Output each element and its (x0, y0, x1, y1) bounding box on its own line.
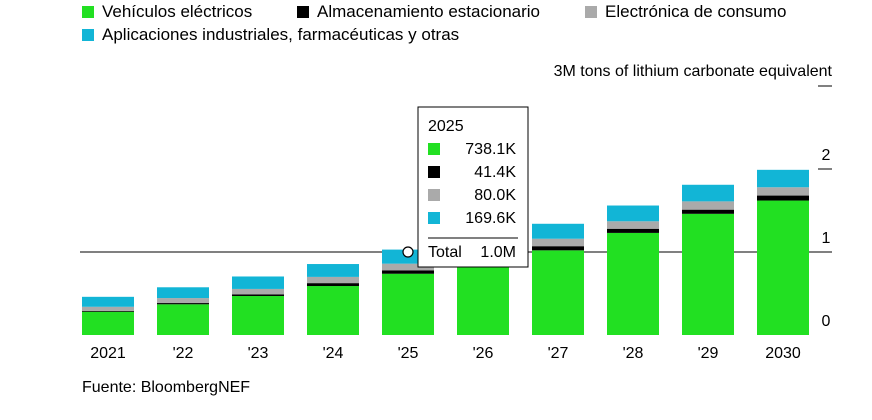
y-tick-label: 2 (822, 147, 831, 164)
x-axis-tick-labels: 2021 '22 '23 '24 '25 '26 '27 '28 '29 2030 (90, 345, 801, 362)
bar-segment-2 (607, 228, 659, 233)
bar-segment-3 (607, 221, 659, 229)
bar-segment-3 (82, 306, 134, 311)
tooltip-box (417, 106, 529, 268)
bar-segment-1 (532, 250, 584, 335)
legend-label: Electrónica de consumo (605, 2, 786, 21)
bar-segment-2 (532, 246, 584, 251)
x-tick-label: '25 (398, 345, 419, 362)
y-tick-label: 0 (822, 313, 831, 330)
tooltip-value: 738.1K (465, 141, 516, 158)
bar-segment-3 (532, 238, 584, 247)
bars (82, 169, 809, 335)
tooltip-total-value: 1.0M (480, 244, 516, 261)
bar-segment-1 (607, 232, 659, 335)
bar-segment-3 (232, 288, 284, 295)
legend-swatch (297, 6, 309, 18)
x-tick-label: 2030 (765, 345, 801, 362)
bar-segment-1 (82, 311, 134, 335)
bar-stack (532, 223, 584, 335)
tooltip-swatch (428, 166, 440, 178)
bar-segment-1 (307, 286, 359, 335)
x-tick-label: '23 (248, 345, 269, 362)
bar-segment-4 (682, 184, 734, 202)
bar-segment-4 (757, 169, 809, 188)
bar-segment-2 (382, 270, 434, 274)
hover-marker (402, 246, 414, 258)
x-tick-label: 2021 (90, 345, 126, 362)
y-axis-unit-label: 3M tons of lithium carbonate equivalent (554, 63, 833, 80)
bar-stack (232, 276, 284, 335)
bar-segment-2 (232, 294, 284, 296)
bar-stack (157, 287, 209, 335)
tooltip-year: 2025 (428, 118, 464, 135)
bar-segment-1 (232, 295, 284, 335)
legend-swatch (82, 6, 94, 18)
legend-swatch (82, 29, 94, 41)
bar-segment-4 (82, 296, 134, 307)
x-tick-label: '27 (548, 345, 569, 362)
bar-segment-1 (682, 213, 734, 335)
tooltip-total-label: Total (428, 244, 462, 261)
x-tick-label: '29 (698, 345, 719, 362)
bar-stack (82, 296, 134, 335)
legend: Vehículos eléctricos Almacenamiento estac… (82, 2, 786, 44)
source-note: Fuente: BloombergNEF (82, 379, 250, 396)
bar-segment-1 (457, 261, 509, 335)
bar-segment-2 (757, 195, 809, 201)
bar-stack (682, 184, 734, 335)
bar-stack (307, 264, 359, 335)
tooltip-value: 80.0K (474, 187, 516, 204)
bar-segment-2 (157, 303, 209, 305)
bar-stack (607, 205, 659, 335)
x-tick-label: '22 (173, 345, 194, 362)
legend-label: Aplicaciones industriales, farmacéuticas… (102, 25, 459, 44)
bar-segment-2 (82, 310, 134, 312)
x-tick-label: '28 (623, 345, 644, 362)
bar-segment-4 (157, 287, 209, 299)
bar-segment-4 (232, 276, 284, 289)
tooltip-swatch (428, 212, 440, 224)
bar-segment-4 (307, 264, 359, 277)
bar-segment-2 (307, 283, 359, 287)
tooltip-value: 169.6K (465, 210, 516, 227)
legend-label: Vehículos eléctricos (102, 2, 252, 21)
bar-segment-3 (307, 276, 359, 284)
bar-segment-1 (382, 273, 434, 335)
bar-segment-4 (532, 223, 584, 239)
bar-segment-3 (382, 263, 434, 271)
x-tick-label: '26 (473, 345, 494, 362)
y-tick-label: 1 (822, 230, 831, 247)
bar-segment-3 (682, 201, 734, 210)
tooltip-swatch (428, 189, 440, 201)
bar-segment-3 (157, 298, 209, 304)
x-tick-label: '24 (323, 345, 344, 362)
tooltip-value: 41.4K (474, 164, 516, 181)
tooltip-swatch (428, 143, 440, 155)
legend-label: Almacenamiento estacionario (317, 2, 540, 21)
bar-segment-2 (682, 209, 734, 214)
y-axis: 0 1 2 (818, 85, 832, 330)
bar-segment-1 (157, 304, 209, 335)
bar-segment-3 (757, 187, 809, 196)
bar-stack (757, 169, 809, 335)
legend-swatch (585, 6, 597, 18)
bar-segment-4 (607, 205, 659, 222)
bar-segment-1 (757, 200, 809, 335)
